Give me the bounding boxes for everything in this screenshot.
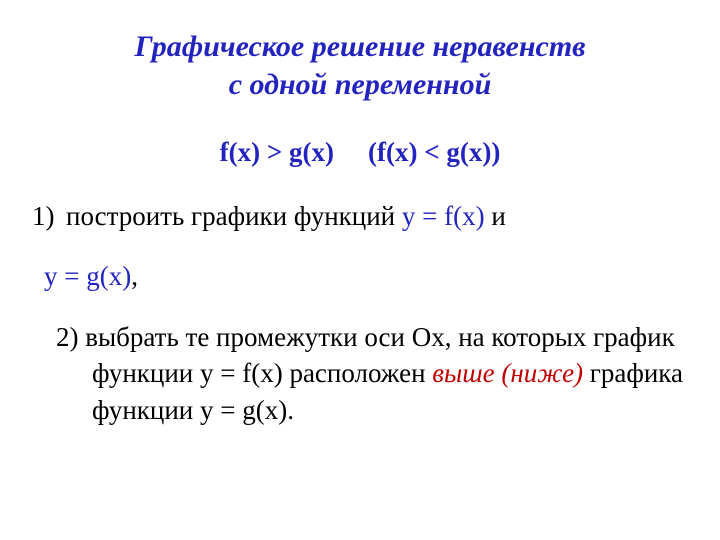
inequality-left: f(x) > g(x) [220,137,334,167]
step1-pre: построить графики функций [66,201,402,231]
step1-line2: y = g(x), [44,258,688,294]
step2-number: 2) [56,322,85,352]
step1-eq2: y = g(x) [44,261,131,291]
step2: 2) выбрать те промежутки оси Ох, на кото… [44,319,688,428]
title-line2: с одной переменной [229,68,492,101]
slide-title: Графическое решение неравенств с одной п… [32,28,688,103]
step1-line1: 1)построить графики функций y = f(x) и [32,198,688,234]
slide-root: Графическое решение неравенств с одной п… [0,0,720,540]
step2-highlow: выше (ниже) [432,358,583,388]
inequality-line: f(x) > g(x) (f(x) < g(x)) [32,137,688,168]
step1-number: 1) [32,198,66,234]
step1-after-eq2: , [131,261,138,291]
body-text: 1)построить графики функций y = f(x) и y… [32,198,688,428]
title-line1: Графическое решение неравенств [134,30,585,63]
inequality-right: (f(x) < g(x)) [368,137,500,167]
step1-mid: и [485,201,506,231]
step1-eq1: y = f(x) [402,201,485,231]
